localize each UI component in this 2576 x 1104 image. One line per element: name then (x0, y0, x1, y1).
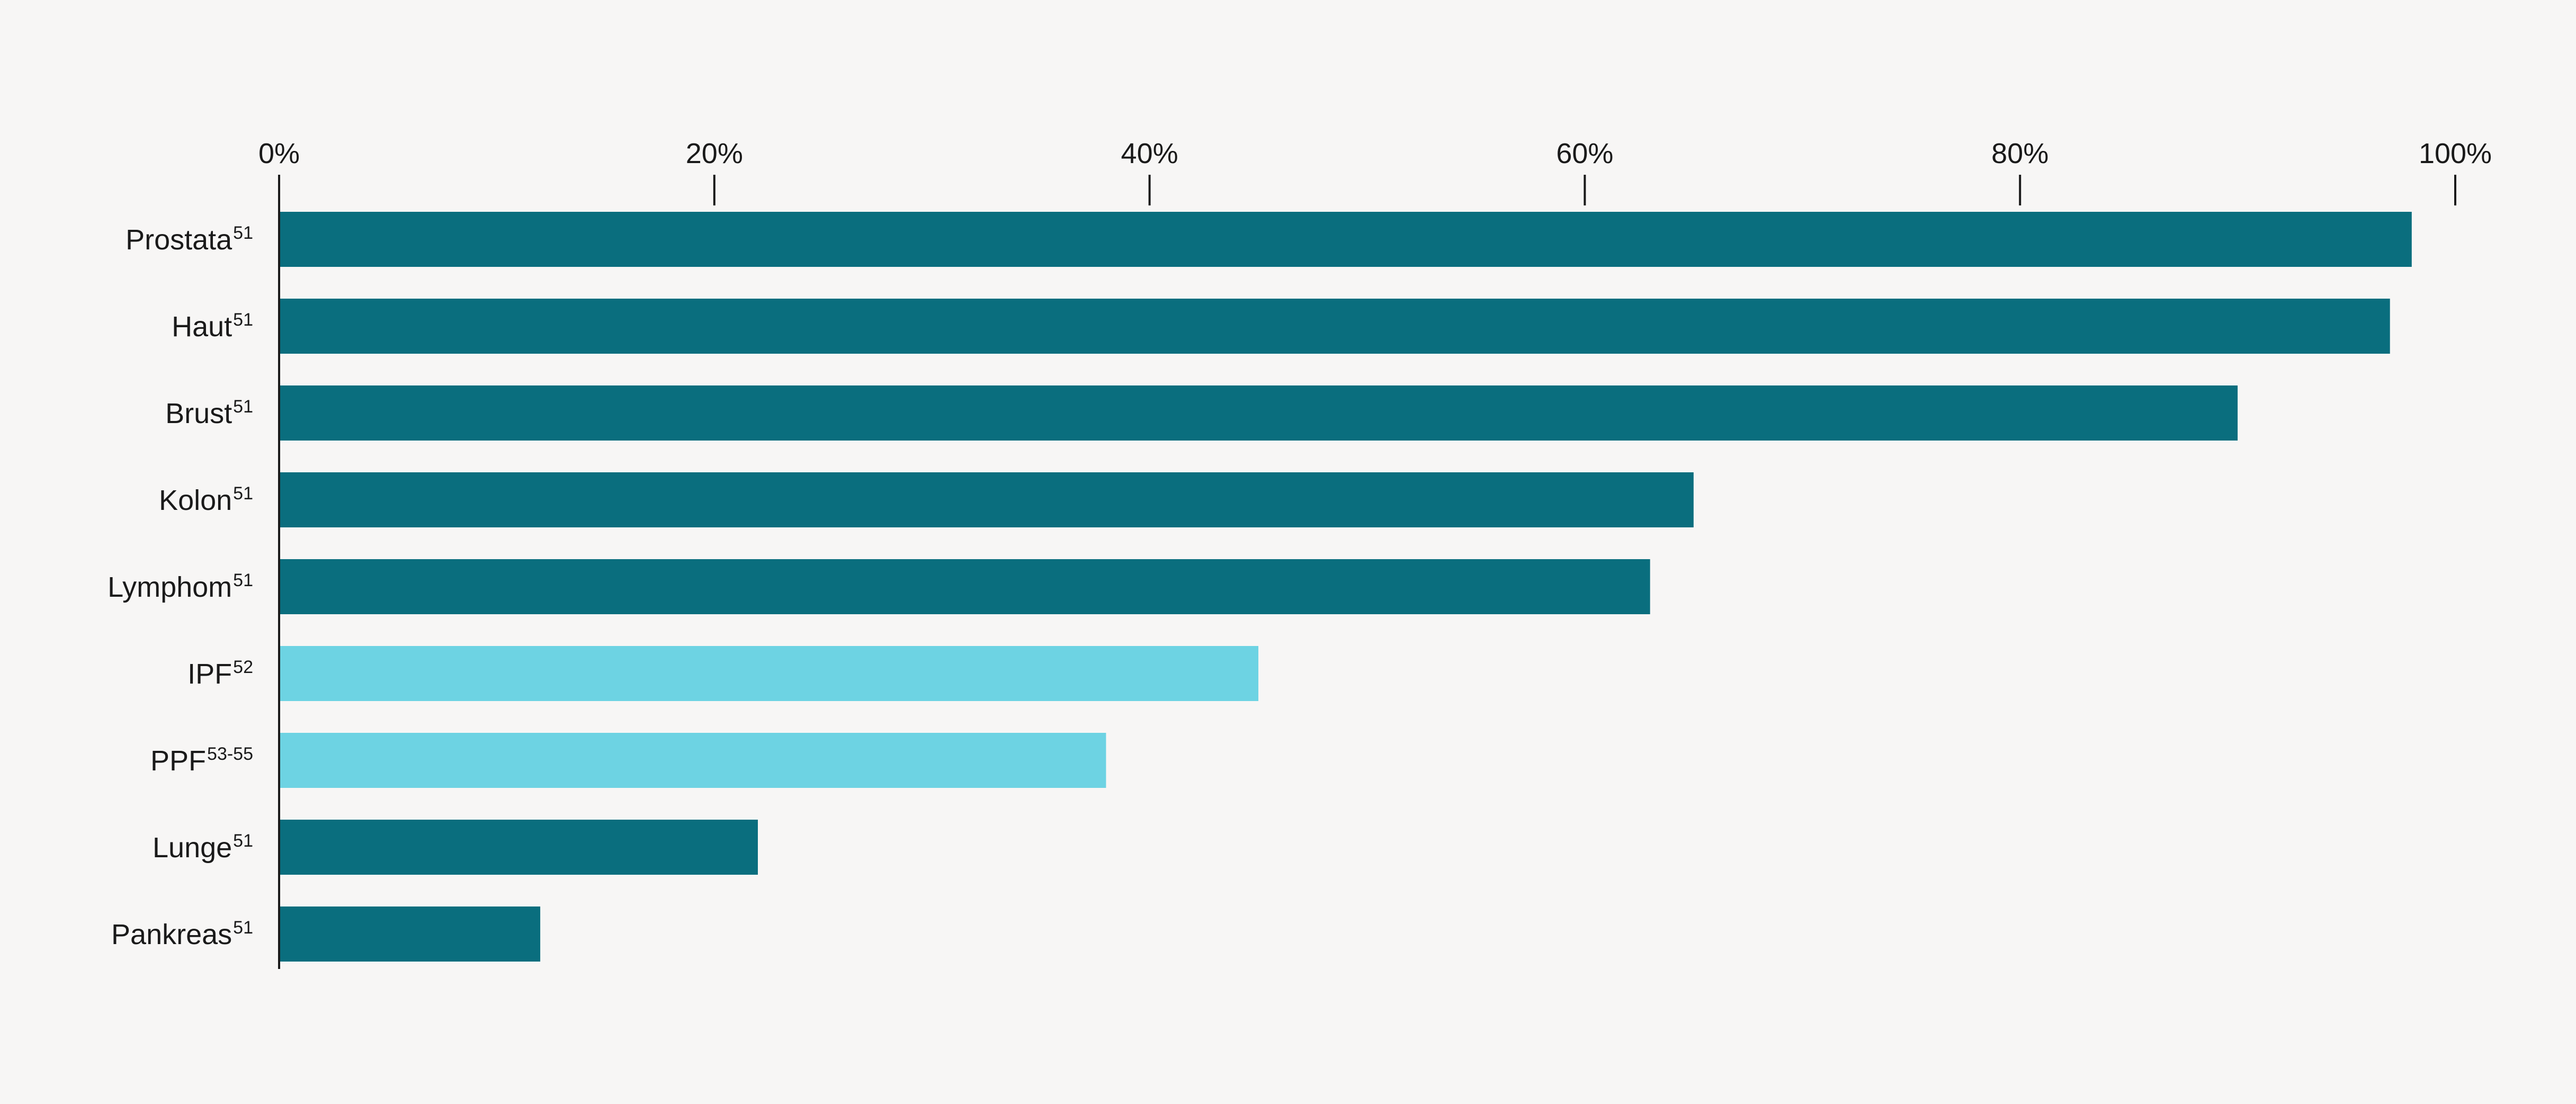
x-tick-label: 60% (1556, 138, 1613, 169)
category-name: PPF (150, 745, 206, 777)
reference-superscript: 51 (233, 483, 253, 504)
reference-superscript: 51 (233, 831, 253, 851)
bars (279, 212, 2412, 962)
category-name: Prostata (126, 224, 232, 256)
bar-pankreas (279, 906, 541, 962)
x-tick-label: 20% (686, 138, 743, 169)
category-label: IPF52 (187, 657, 253, 690)
category-name: Haut (172, 311, 232, 343)
reference-superscript: 51 (233, 310, 253, 330)
category-name: Kolon (159, 484, 232, 516)
x-tick-label: 80% (1991, 138, 2049, 169)
bar-prostata (279, 212, 2412, 267)
bar-brust (279, 385, 2238, 441)
x-tick-label: 40% (1121, 138, 1178, 169)
reference-superscript: 53-55 (207, 744, 253, 764)
category-name: IPF (187, 658, 232, 690)
category-label: Brust51 (165, 397, 253, 429)
bar-haut (279, 299, 2390, 354)
category-name: Brust (165, 398, 232, 429)
category-label: Kolon51 (159, 483, 253, 516)
bar-ipf (279, 646, 1259, 701)
reference-superscript: 51 (233, 918, 253, 938)
bar-lunge (279, 820, 758, 875)
x-tick-label: 0% (258, 138, 300, 169)
reference-superscript: 51 (233, 223, 253, 243)
x-tick-label: 100% (2419, 138, 2492, 169)
category-label: Lymphom51 (108, 570, 253, 603)
category-label: Lunge51 (153, 831, 253, 864)
bar-lymphom (279, 559, 1650, 614)
reference-superscript: 52 (233, 657, 253, 677)
reference-superscript: 51 (233, 570, 253, 590)
category-label: PPF53-55 (150, 744, 253, 777)
category-name: Lunge (153, 832, 232, 864)
bar-ppf (279, 733, 1106, 788)
x-axis: 0% 20% 40% 60% 80% 100% (258, 138, 2492, 205)
category-name: Pankreas (111, 919, 232, 950)
bar-kolon (279, 472, 1694, 527)
category-label: Prostata51 (126, 223, 253, 256)
reference-superscript: 51 (233, 397, 253, 417)
category-labels: Prostata51Haut51Brust51Kolon51Lymphom51I… (108, 223, 253, 950)
category-name: Lymphom (108, 571, 232, 603)
category-label: Haut51 (172, 310, 253, 343)
category-label: Pankreas51 (111, 918, 253, 950)
